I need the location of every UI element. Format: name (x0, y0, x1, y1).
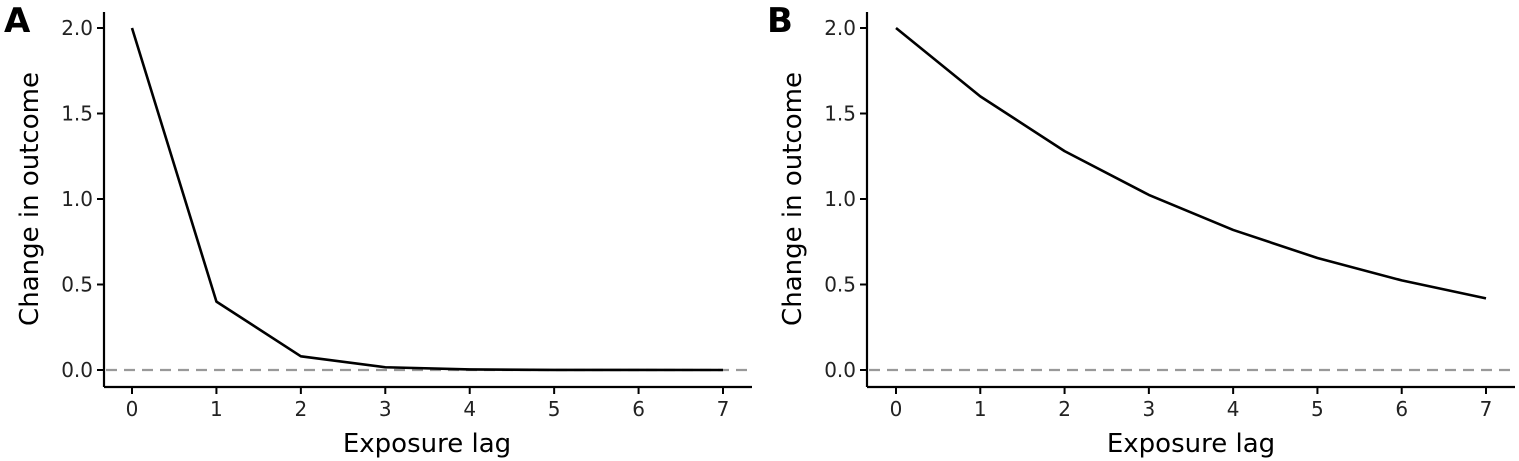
panel-label: A (4, 1, 31, 41)
x-tick-label: 4 (1227, 397, 1240, 421)
series-line (895, 26, 1487, 300)
panel-a: A Change in outcome Exposure lag 0.0 0.5 1… (4, 1, 752, 459)
x-tick-label: 6 (632, 397, 645, 421)
x-tick-label: 2 (294, 397, 307, 421)
panel-b: B Change in outcome Exposure lag 0.0 0.5 1… (767, 1, 1515, 459)
panel-label: B (767, 1, 793, 41)
y-tick-label: 1.5 (824, 102, 856, 126)
y-tick-label: 1.0 (61, 187, 93, 211)
x-tick-label: 1 (974, 397, 987, 421)
x-axis-title: Exposure lag (343, 429, 511, 459)
y-tick-label: 0.0 (824, 358, 856, 382)
x-tick-label: 5 (548, 397, 561, 421)
y-axis-title: Change in outcome (778, 72, 808, 326)
x-tick-label: 2 (1058, 397, 1071, 421)
y-tick-label: 1.0 (824, 187, 856, 211)
y-tick-label: 1.5 (61, 102, 93, 126)
x-tick-label: 7 (717, 397, 730, 421)
y-tick-label: 2.0 (824, 16, 856, 40)
x-tick-label: 0 (126, 397, 139, 421)
x-tick-label: 1 (210, 397, 223, 421)
y-tick-label: 0.0 (61, 358, 93, 382)
x-tick-label: 6 (1395, 397, 1408, 421)
y-tick-label: 0.5 (61, 273, 93, 297)
y-axis-title: Change in outcome (15, 72, 45, 326)
x-tick-label: 3 (379, 397, 392, 421)
x-tick-label: 3 (1142, 397, 1155, 421)
series-line (130, 27, 724, 372)
x-tick-label: 5 (1311, 397, 1324, 421)
x-tick-label: 7 (1480, 397, 1493, 421)
x-tick-label: 0 (890, 397, 903, 421)
y-tick-label: 0.5 (824, 273, 856, 297)
y-tick-label: 2.0 (61, 16, 93, 40)
x-tick-label: 4 (463, 397, 476, 421)
x-axis-title: Exposure lag (1107, 429, 1275, 459)
